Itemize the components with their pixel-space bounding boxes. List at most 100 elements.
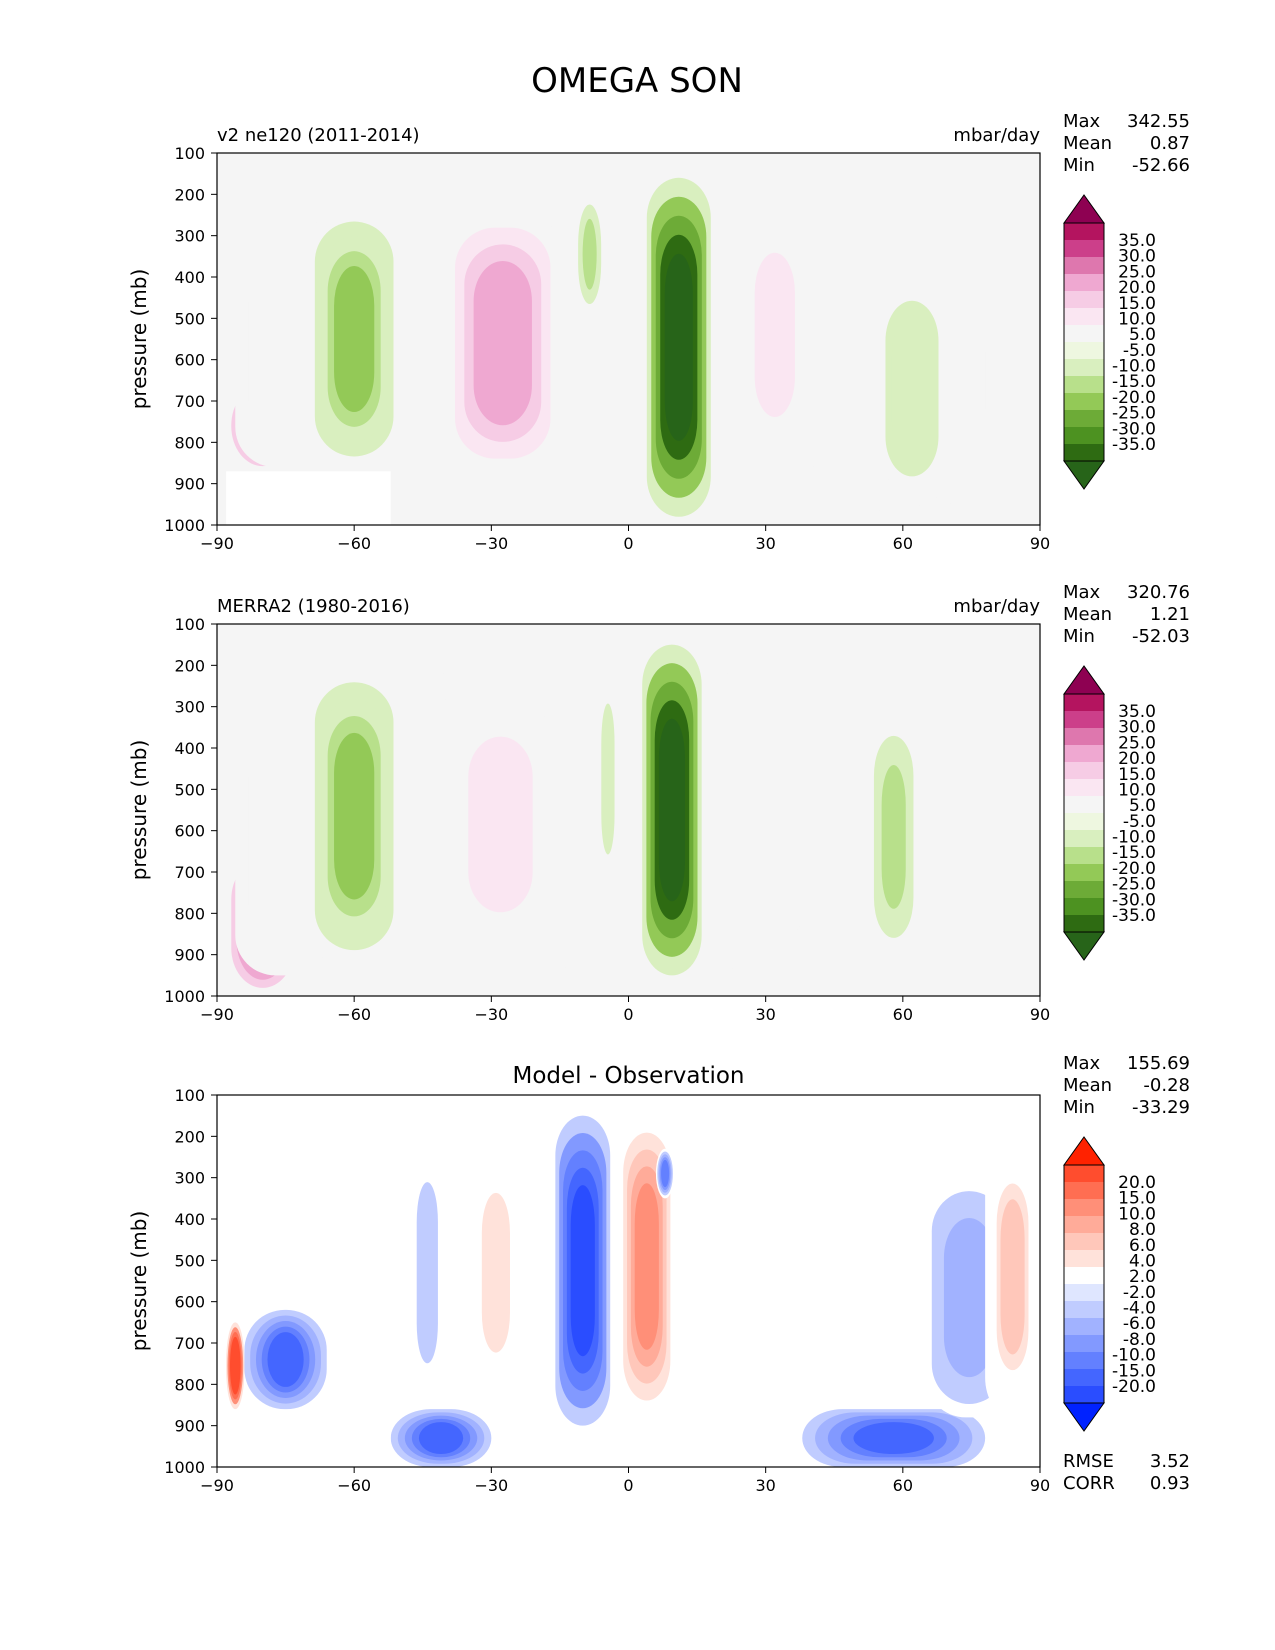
colorbar-bin — [1064, 274, 1104, 291]
contour-negative-5-level-4 — [570, 1185, 595, 1357]
x-tick-label: −90 — [200, 1476, 234, 1495]
y-tick-label: 700 — [174, 1334, 205, 1353]
x-tick-label: −90 — [200, 1005, 234, 1024]
y-tick-label: 200 — [174, 1127, 205, 1146]
contour-negative-7-level-4 — [881, 764, 906, 909]
y-tick-label: 100 — [174, 144, 205, 163]
colorbar-bin — [1064, 1233, 1104, 1250]
y-axis-label: pressure (mb) — [127, 1211, 151, 1352]
y-tick-label: 200 — [174, 656, 205, 675]
colorbar-bin — [1064, 223, 1104, 240]
x-tick-label: 90 — [1030, 1476, 1050, 1495]
x-tick-label: −60 — [337, 1005, 371, 1024]
colorbar-bin — [1064, 376, 1104, 393]
colorbar: 35.030.025.020.015.010.05.0-5.0-10.0-15.… — [1063, 194, 1156, 490]
x-tick-label: 30 — [755, 1476, 775, 1495]
contour-negative-2-level-4 — [418, 1422, 464, 1455]
x-tick-label: 60 — [893, 1476, 913, 1495]
colorbar-label: -15.0 — [1112, 843, 1156, 863]
colorbar-label: 15.0 — [1118, 765, 1156, 785]
x-tick-label: 0 — [623, 534, 633, 553]
stat-max-value: 320.76 — [1127, 582, 1190, 603]
colorbar-label: 35.0 — [1118, 231, 1156, 251]
colorbar-bin — [1064, 1386, 1104, 1403]
colorbar-label: 5.0 — [1129, 325, 1156, 345]
y-tick-label: 600 — [174, 1293, 205, 1312]
colorbar-label: 20.0 — [1118, 749, 1156, 769]
colorbar-label: -10.0 — [1112, 828, 1156, 848]
colorbar-label: 10.0 — [1118, 1204, 1156, 1224]
colorbar-bin — [1064, 393, 1104, 410]
stat-rmse-value: 3.52 — [1150, 1451, 1190, 1472]
y-tick-label: 400 — [174, 739, 205, 758]
stat-rmse-label: RMSE — [1063, 1451, 1114, 1472]
contour-negative-10-level-4 — [950, 1231, 989, 1364]
contour-positive-6-level-4 — [634, 1183, 659, 1350]
x-tick-label: 90 — [1030, 534, 1050, 553]
colorbar-bin — [1064, 308, 1104, 325]
x-tick-label: 0 — [623, 1005, 633, 1024]
colorbar-bin — [1064, 1199, 1104, 1216]
colorbar-label: -15.0 — [1112, 372, 1156, 392]
colorbar-bin — [1064, 1165, 1104, 1182]
figure-title: OMEGA SON — [531, 61, 743, 101]
units-label: mbar/day — [953, 125, 1040, 146]
panel-subtitle: MERRA2 (1980-2016) — [217, 596, 410, 617]
colorbar-label: -20.0 — [1112, 388, 1156, 408]
contour-negative-2-level-4 — [334, 732, 375, 900]
colorbar-label: -20.0 — [1112, 859, 1156, 879]
colorbar-bin — [1064, 1318, 1104, 1335]
colorbar-bin — [1064, 779, 1104, 796]
colorbar-bin — [1064, 359, 1104, 376]
y-tick-label: 800 — [174, 1375, 205, 1394]
colorbar-label: 10.0 — [1118, 780, 1156, 800]
colorbar-label: -2.0 — [1123, 1283, 1156, 1303]
x-tick-label: 60 — [893, 534, 913, 553]
colorbar-label: 35.0 — [1118, 702, 1156, 722]
colorbar-label: -35.0 — [1112, 435, 1156, 455]
colorbar-bin — [1064, 813, 1104, 830]
colorbar-bin — [1064, 1182, 1104, 1199]
colorbar-label: -30.0 — [1112, 890, 1156, 910]
y-tick-label: 500 — [174, 309, 205, 328]
y-tick-label: 100 — [174, 1086, 205, 1105]
y-tick-label: 1000 — [164, 516, 205, 535]
colorbar-bin — [1064, 325, 1104, 342]
contour-negative-5-level-4 — [658, 718, 686, 902]
contour-negative-2-level-4 — [334, 265, 375, 413]
stat-max-label: Max — [1063, 1053, 1101, 1074]
y-tick-label: 300 — [174, 1169, 205, 1188]
terrain-mask — [226, 1413, 391, 1467]
contour-positive-4-level-4 — [481, 1192, 510, 1353]
y-tick-label: 200 — [174, 185, 205, 204]
stat-min-value: -33.29 — [1132, 1097, 1190, 1118]
colorbar-extend-min — [1063, 931, 1105, 961]
panel-subtitle: v2 ne120 (2011-2014) — [217, 125, 420, 146]
contour-positive-8-level-4 — [981, 766, 998, 916]
contour-positive-3-level-4 — [468, 736, 533, 913]
colorbar-label: 30.0 — [1118, 247, 1156, 267]
y-tick-label: 400 — [174, 1210, 205, 1229]
contour-negative-4-level-4 — [582, 218, 597, 290]
units-label: mbar/day — [953, 596, 1040, 617]
y-tick-label: 800 — [174, 433, 205, 452]
stat-min-value: -52.03 — [1132, 626, 1190, 647]
colorbar-bin — [1064, 257, 1104, 274]
colorbar-frame — [1063, 693, 1105, 933]
y-tick-label: 1000 — [164, 987, 205, 1006]
contour-negative-5-level-4 — [664, 253, 693, 441]
y-tick-label: 500 — [174, 780, 205, 799]
colorbar-bin — [1064, 830, 1104, 847]
colorbar-label: -25.0 — [1112, 404, 1156, 424]
colorbar-bin — [1064, 711, 1104, 728]
stat-max-value: 155.69 — [1127, 1053, 1190, 1074]
stat-mean-label: Mean — [1063, 133, 1112, 154]
terrain-mask — [226, 471, 391, 525]
colorbar-bin — [1064, 240, 1104, 257]
stat-mean-label: Mean — [1063, 604, 1112, 625]
colorbar-label: 15.0 — [1118, 294, 1156, 314]
y-tick-label: 700 — [174, 863, 205, 882]
contour-positive-8-level-4 — [693, 1192, 710, 1353]
